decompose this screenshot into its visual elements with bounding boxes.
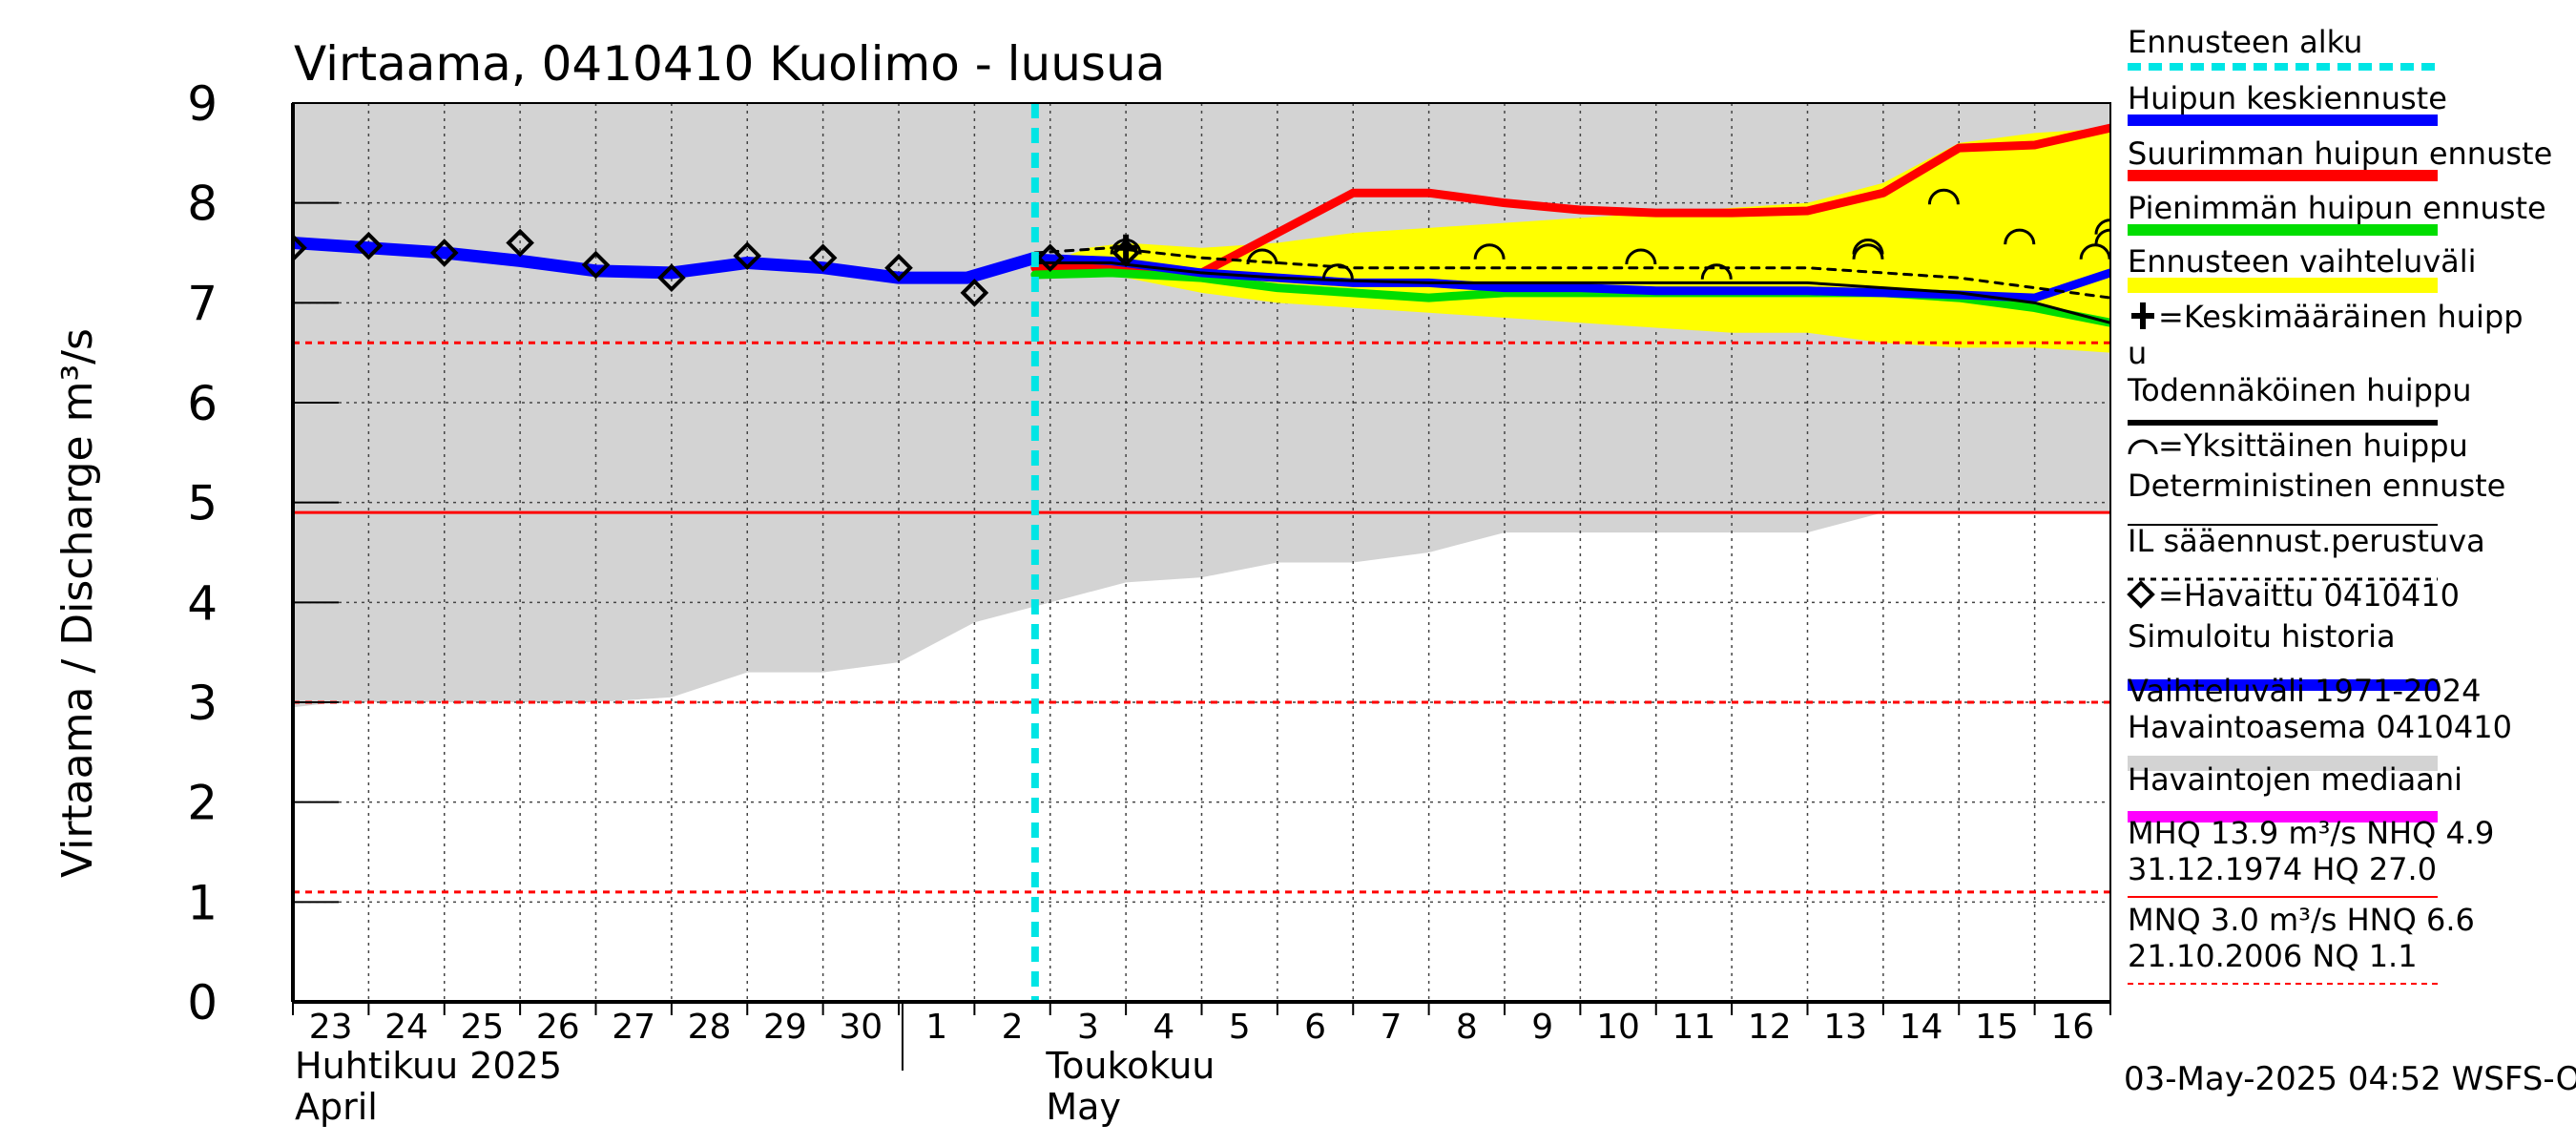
x-tick-label: 30: [839, 1008, 883, 1047]
single-peak-mark: [2079, 243, 2110, 260]
observed-point: [657, 263, 686, 292]
legend-label: Ennusteen alku: [2128, 24, 2362, 60]
legend-label: IL sääennust.perustuva: [2128, 523, 2485, 559]
legend-label: Ennusteen vaihteluväli: [2128, 243, 2477, 280]
x-tick-label: 4: [1153, 1008, 1174, 1047]
observed-point: [808, 243, 838, 273]
single-peak-mark: [1321, 263, 1354, 280]
observed-point: [581, 250, 611, 280]
legend-label: Vaihteluväli 1971-2024: [2128, 673, 2482, 709]
month-label-fi: Huhtikuu 2025: [295, 1045, 562, 1087]
x-tick-label: 12: [1748, 1008, 1792, 1047]
y-tick-label: 1: [187, 875, 218, 930]
legend-label-2: 21.10.2006 NQ 1.1: [2128, 938, 2418, 974]
single-peak-mark: [2004, 228, 2036, 245]
observed-point: [960, 279, 989, 307]
x-tick-label: 1: [925, 1008, 947, 1047]
x-tick-label: 23: [309, 1008, 353, 1047]
legend-swatch: [2128, 439, 2158, 455]
y-tick-label: 7: [187, 276, 218, 331]
y-tick-label: 4: [187, 575, 218, 631]
observed-point: [293, 233, 307, 262]
legend-label: MNQ 3.0 m³/s HNQ 6.6: [2128, 902, 2475, 938]
observed-point: [733, 241, 762, 270]
y-tick-label: 3: [187, 676, 218, 731]
chart-title: Virtaama, 0410410 Kuolimo - luusua: [294, 36, 1165, 92]
legend: Ennusteen alku Huipun keskiennuste Suurimm…: [2127, 24, 2552, 985]
legend-label: =Yksittäinen huippu: [2158, 427, 2468, 464]
y-tick-label: 6: [187, 376, 218, 431]
single-peak-mark: [1927, 188, 1960, 205]
legend-swatch: [2131, 302, 2154, 329]
x-tick-label: 15: [1975, 1008, 2019, 1047]
y-axis-label: Virtaama / Discharge m³/s: [53, 328, 102, 878]
series-line: [1033, 260, 2110, 324]
single-peak-mark: [1473, 243, 1506, 260]
x-tick-label: 25: [461, 1008, 505, 1047]
legend-label: Deterministinen ennuste: [2128, 468, 2505, 504]
x-tick-label: 28: [688, 1008, 732, 1047]
legend-label: Huipun keskiennuste: [2128, 80, 2447, 116]
x-tick-label: 3: [1077, 1008, 1099, 1047]
legend-label-2: 31.12.1974 HQ 27.0: [2128, 851, 2437, 887]
plot-area: [293, 103, 2110, 1002]
observed-point: [354, 231, 384, 260]
legend-label: Havaintojen mediaani: [2128, 761, 2462, 798]
month-label-fi: Toukokuu: [1045, 1045, 1215, 1087]
x-tick-label: 7: [1380, 1008, 1402, 1047]
x-tick-label: 5: [1229, 1008, 1251, 1047]
x-tick-label: 2: [1002, 1008, 1024, 1047]
x-tick-label: 9: [1531, 1008, 1553, 1047]
series-line: [1030, 123, 2110, 278]
legend-swatch: [2128, 756, 2438, 771]
y-tick-label: 8: [187, 177, 218, 232]
legend-label: =Havaittu 0410410: [2158, 577, 2460, 614]
series-line: [293, 237, 1042, 284]
observed-point: [506, 228, 534, 258]
legend-label: Simuloitu historia: [2128, 618, 2396, 655]
y-tick-label: 5: [187, 476, 218, 531]
single-peak-mark: [1700, 263, 1733, 280]
observed-point: [429, 239, 459, 267]
legend-label: MHQ 13.9 m³/s NHQ 4.9: [2128, 815, 2494, 851]
x-tick-label: 11: [1672, 1008, 1716, 1047]
legend-label: Suurimman huipun ennuste: [2128, 135, 2552, 172]
series-line: [1033, 246, 2110, 300]
y-tick-label: 9: [187, 76, 218, 132]
x-tick-label: 8: [1456, 1008, 1478, 1047]
month-label-en: April: [295, 1086, 378, 1128]
legend-label-2: u: [2128, 335, 2147, 371]
legend-label-2: Havaintoasema 0410410: [2128, 709, 2512, 745]
observed-point: [884, 253, 913, 282]
single-peak-mark: [1852, 239, 1884, 255]
x-tick-label: 27: [612, 1008, 655, 1047]
x-tick-label: 16: [2050, 1008, 2094, 1047]
x-tick-label: 10: [1596, 1008, 1640, 1047]
legend-label: =Keskimääräinen huipp: [2158, 299, 2524, 335]
observed-point: [1111, 239, 1140, 267]
timestamp: 03-May-2025 04:52 WSFS-O: [2124, 1060, 2576, 1098]
legend-swatch: [2127, 580, 2155, 609]
single-peak-mark: [1625, 248, 1657, 265]
x-tick-label: 24: [384, 1008, 428, 1047]
y-tick-label: 2: [187, 776, 218, 831]
x-tick-label: 14: [1900, 1008, 1943, 1047]
month-label-en: May: [1046, 1086, 1121, 1128]
legend-label: Todennäköinen huippu: [2127, 372, 2472, 408]
legend-swatch: [2128, 278, 2438, 293]
x-tick-label: 13: [1823, 1008, 1867, 1047]
x-tick-label: 26: [536, 1008, 580, 1047]
single-peak-mark: [2094, 219, 2110, 235]
x-tick-label: 29: [763, 1008, 807, 1047]
single-peak-mark: [1246, 248, 1278, 265]
x-tick-label: 6: [1304, 1008, 1326, 1047]
single-peak-mark: [2094, 228, 2110, 245]
observed-point: [1035, 243, 1065, 273]
y-tick-label: 0: [187, 975, 218, 1030]
legend-label: Pienimmän huipun ennuste: [2128, 190, 2546, 226]
